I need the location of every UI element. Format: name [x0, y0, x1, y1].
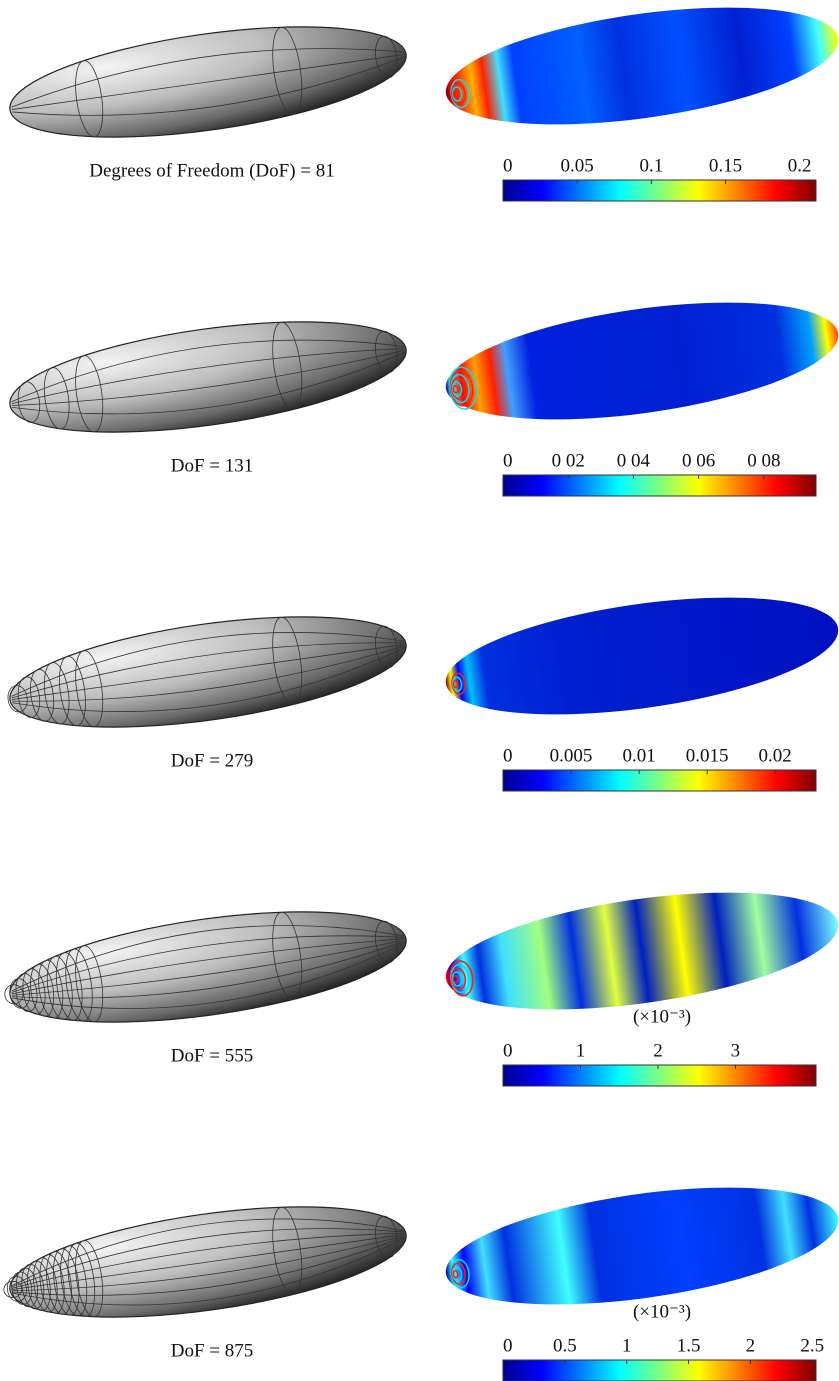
colorbar-tick-label: 0.05 — [561, 155, 594, 176]
colorbar-tick-label: 0 — [503, 1335, 513, 1356]
colorbar — [503, 1065, 816, 1086]
mesh-ellipsoid — [3, 302, 412, 453]
caption: DoF = 131 — [171, 455, 254, 476]
result-ellipsoid — [439, 282, 839, 440]
colorbar-tick-label: 0.1 — [639, 155, 663, 176]
colorbar — [503, 770, 816, 791]
mesh-ellipsoid — [3, 7, 412, 158]
colorbar-tick-label: 1 — [576, 1040, 586, 1061]
result-ellipsoid — [439, 0, 839, 145]
colorbar-tick-label: 0.15 — [709, 155, 742, 176]
colorbar — [503, 180, 816, 201]
mesh-ellipsoid — [0, 1187, 413, 1339]
colorbar-tick-label: 0.015 — [686, 745, 729, 766]
caption: DoF = 555 — [171, 1045, 254, 1066]
colorbar — [503, 1360, 816, 1381]
colorbar-tick-label: 0.5 — [553, 1335, 577, 1356]
result-ellipsoid — [439, 577, 839, 735]
colorbar-multiplier: (×10⁻³) — [633, 1301, 691, 1322]
colorbar-tick-label: 0.005 — [550, 745, 593, 766]
colorbar-tick-label: 0 — [503, 155, 513, 176]
colorbar-tick-label: 2 — [746, 1335, 756, 1356]
body — [3, 302, 412, 453]
colorbar-tick-label: 0 08 — [747, 450, 780, 471]
caption: DoF = 875 — [171, 1340, 254, 1361]
surface — [439, 0, 839, 145]
figure: Degrees of Freedom (DoF) = 81 0 0.05 0.1 0.1… — [0, 0, 839, 1381]
colorbar-tick-label: 0 02 — [552, 450, 585, 471]
colorbar-tick-label: 3 — [731, 1040, 741, 1061]
colorbar — [503, 475, 816, 496]
colorbar-tick-label: 2.5 — [800, 1335, 824, 1356]
colorbar-tick-label: 2 — [653, 1040, 663, 1061]
surface — [439, 577, 839, 735]
caption: Degrees of Freedom (DoF) = 81 — [89, 160, 335, 181]
colorbar-tick-label: 0.2 — [788, 155, 812, 176]
surface — [439, 282, 839, 440]
colorbar-tick-label: 0 — [503, 1040, 513, 1061]
colorbar-tick-label: 1 — [622, 1335, 632, 1356]
colorbar-tick-label: 0 — [503, 450, 513, 471]
caption: DoF = 279 — [171, 750, 254, 771]
mesh-ellipsoid — [0, 892, 413, 1043]
colorbar-tick-label: 0 — [503, 745, 513, 766]
mesh-ellipsoid — [1, 597, 412, 748]
colorbar-tick-label: 0 04 — [617, 450, 651, 471]
body — [3, 892, 412, 1043]
colorbar-tick-label: 0.01 — [622, 745, 655, 766]
colorbar-tick-label: 1.5 — [677, 1335, 701, 1356]
colorbar-multiplier: (×10⁻³) — [633, 1006, 691, 1027]
colorbar-tick-label: 0.02 — [759, 745, 792, 766]
colorbar-tick-label: 0 06 — [682, 450, 715, 471]
